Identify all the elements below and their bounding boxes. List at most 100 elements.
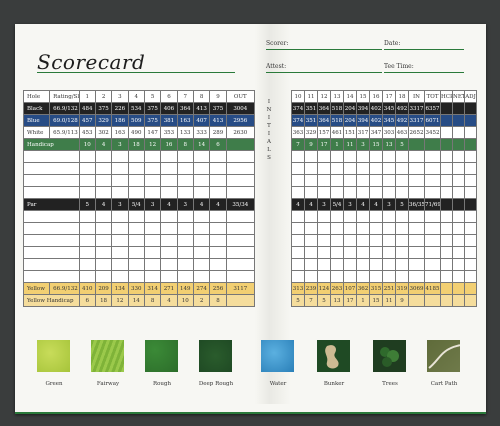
table-cell xyxy=(464,258,477,271)
table-cell xyxy=(369,234,383,247)
score-row[interactable] xyxy=(291,150,477,163)
table-cell: 463 xyxy=(395,126,409,139)
attest-line[interactable] xyxy=(266,72,382,73)
table-cell: 2 xyxy=(192,294,211,307)
blue-tee-row: 374 351 364 518 204 394 402 345 492 3317 6071 xyxy=(291,114,477,127)
score-row[interactable] xyxy=(23,258,256,271)
table-cell xyxy=(464,126,477,139)
score-row[interactable] xyxy=(291,174,477,187)
score-row[interactable] xyxy=(23,162,256,175)
table-cell xyxy=(382,270,396,283)
table-cell: 492 xyxy=(395,102,409,115)
table-cell xyxy=(395,174,409,187)
legend-label: Fairway xyxy=(96,381,120,387)
table-cell xyxy=(330,258,344,271)
table-cell xyxy=(424,138,441,151)
score-row[interactable] xyxy=(23,210,256,223)
table-cell xyxy=(395,150,409,163)
table-cell xyxy=(304,270,318,283)
score-row[interactable] xyxy=(291,258,477,271)
table-cell xyxy=(356,162,370,175)
table-cell xyxy=(452,258,465,271)
table-cell xyxy=(369,174,383,187)
score-row[interactable] xyxy=(291,210,477,223)
table-cell: Yellow Handicap xyxy=(23,294,80,307)
table-cell xyxy=(369,186,383,199)
table-cell xyxy=(452,246,465,259)
score-row[interactable] xyxy=(291,270,477,283)
score-row[interactable] xyxy=(23,234,256,247)
table-cell: 3 xyxy=(143,198,162,211)
table-cell: 3317 xyxy=(408,102,425,115)
table-cell xyxy=(424,150,441,163)
table-cell xyxy=(440,198,453,211)
scorer-line[interactable] xyxy=(266,49,382,50)
table-cell xyxy=(382,258,396,271)
table-cell: HCP xyxy=(440,90,453,103)
table-cell: 69.0/128 xyxy=(49,114,80,127)
table-cell xyxy=(464,174,477,187)
table-cell: 363 xyxy=(291,126,305,139)
score-row[interactable] xyxy=(291,246,477,259)
white-tee-row: 363 329 157 461 151 317 347 303 463 2652 3452 xyxy=(291,126,477,139)
table-cell xyxy=(440,114,453,127)
table-cell: 3 xyxy=(317,198,331,211)
table-cell: 329 xyxy=(304,126,318,139)
table-cell: 375 xyxy=(94,102,113,115)
table-cell: 509 xyxy=(127,114,145,127)
table-cell: 133 xyxy=(176,126,194,139)
initials-letter: I xyxy=(267,115,271,121)
table-cell xyxy=(424,222,441,235)
table-cell: 4 xyxy=(94,198,113,211)
score-row[interactable] xyxy=(23,174,256,187)
par-row: Par 5 4 3 5/4 3 4 3 4 4 35/34 xyxy=(23,198,256,211)
initials-letter: T xyxy=(267,123,271,129)
table-cell xyxy=(356,186,370,199)
table-cell xyxy=(464,282,477,295)
black-tee-row: 374 351 364 518 204 394 402 345 492 3317 6357 xyxy=(291,102,477,115)
green-swatch xyxy=(37,340,70,372)
table-cell: 107 xyxy=(343,282,357,295)
table-cell: 8 xyxy=(209,294,227,307)
table-cell: 66.9/132 xyxy=(49,102,80,115)
score-row[interactable] xyxy=(23,270,256,283)
table-cell xyxy=(317,162,331,175)
score-row[interactable] xyxy=(23,150,256,163)
table-cell xyxy=(343,162,357,175)
table-cell xyxy=(464,210,477,223)
table-cell xyxy=(452,198,465,211)
table-cell: 492 xyxy=(395,114,409,127)
table-cell: 12 xyxy=(143,138,162,151)
table-cell: 7 xyxy=(304,294,318,307)
table-cell: 3452 xyxy=(424,126,441,139)
table-cell xyxy=(382,186,396,199)
table-cell xyxy=(464,162,477,175)
table-cell xyxy=(464,270,477,283)
table-cell xyxy=(408,246,425,259)
table-cell xyxy=(424,210,441,223)
legend-label: Cart Path xyxy=(430,381,458,387)
table-cell xyxy=(304,186,318,199)
table-cell: 4 xyxy=(369,198,383,211)
table-cell xyxy=(408,162,425,175)
table-cell: 4 xyxy=(160,198,178,211)
tee-time-line[interactable] xyxy=(384,72,464,73)
score-row[interactable] xyxy=(291,234,477,247)
date-line[interactable] xyxy=(384,49,464,50)
table-cell: 11 xyxy=(304,90,318,103)
table-cell xyxy=(330,222,344,235)
table-cell: 4 xyxy=(94,138,113,151)
score-row[interactable] xyxy=(23,186,256,199)
score-row[interactable] xyxy=(291,222,477,235)
table-cell: 4 xyxy=(160,294,178,307)
table-cell xyxy=(395,234,409,247)
score-row[interactable] xyxy=(23,222,256,235)
table-cell xyxy=(464,246,477,259)
table-cell: 17 xyxy=(343,294,357,307)
score-row[interactable] xyxy=(291,186,477,199)
score-row[interactable] xyxy=(23,246,256,259)
legend-label: Deep Rough xyxy=(198,381,234,387)
table-cell: 375 xyxy=(143,102,162,115)
scorecard: Scorecard Scorer: Date: Attest: Tee Time… xyxy=(15,24,486,414)
score-row[interactable] xyxy=(291,162,477,175)
